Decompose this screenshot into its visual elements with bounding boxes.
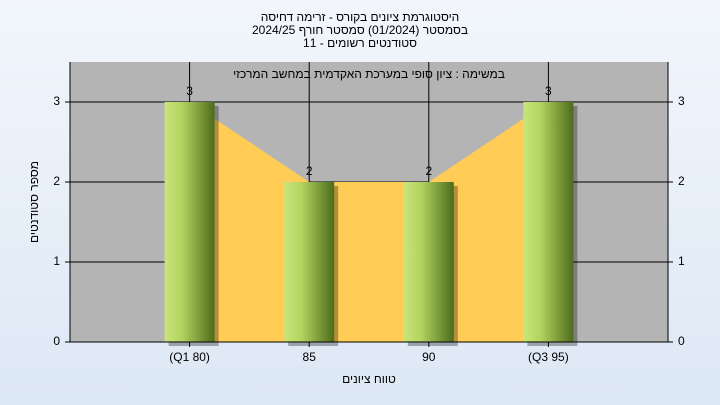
data-label: 2	[425, 164, 432, 178]
x-tick-label: 90	[422, 350, 436, 364]
y-tick-label: 0	[53, 334, 60, 348]
y2-tick-label: 3	[678, 94, 685, 108]
bar	[403, 182, 454, 342]
chart-subtitle: סטודנטים רשומים - 11	[303, 36, 417, 50]
bar	[284, 182, 335, 342]
x-axis-label: טווח ציונים	[342, 372, 396, 386]
y-tick-label: 1	[53, 254, 60, 268]
y-axis-label: מספר סטודנטים	[27, 161, 41, 243]
data-label: 3	[186, 84, 193, 98]
y2-tick-label: 0	[678, 334, 685, 348]
x-tick-label: (Q3 95)	[528, 350, 569, 364]
y-tick-label: 2	[53, 174, 60, 188]
y2-tick-label: 2	[678, 174, 685, 188]
data-label: 2	[306, 164, 313, 178]
x-tick-label: 85	[303, 350, 317, 364]
bar	[523, 102, 574, 342]
y2-tick-label: 1	[678, 254, 685, 268]
x-tick-label: (Q1 80)	[169, 350, 210, 364]
y-tick-label: 3	[53, 94, 60, 108]
annotation: במשימה : ציון סופי במערכת האקדמית במחשב …	[233, 67, 505, 81]
chart-subtitle: בסמסטר (01/2024) סמסטר חורף 2024/25	[252, 23, 468, 37]
area	[189, 102, 549, 342]
bar	[164, 102, 215, 342]
data-label: 3	[545, 84, 552, 98]
chart-title: היסטוגרמת ציונים בקורס - זרימה דחיסה	[261, 10, 460, 24]
